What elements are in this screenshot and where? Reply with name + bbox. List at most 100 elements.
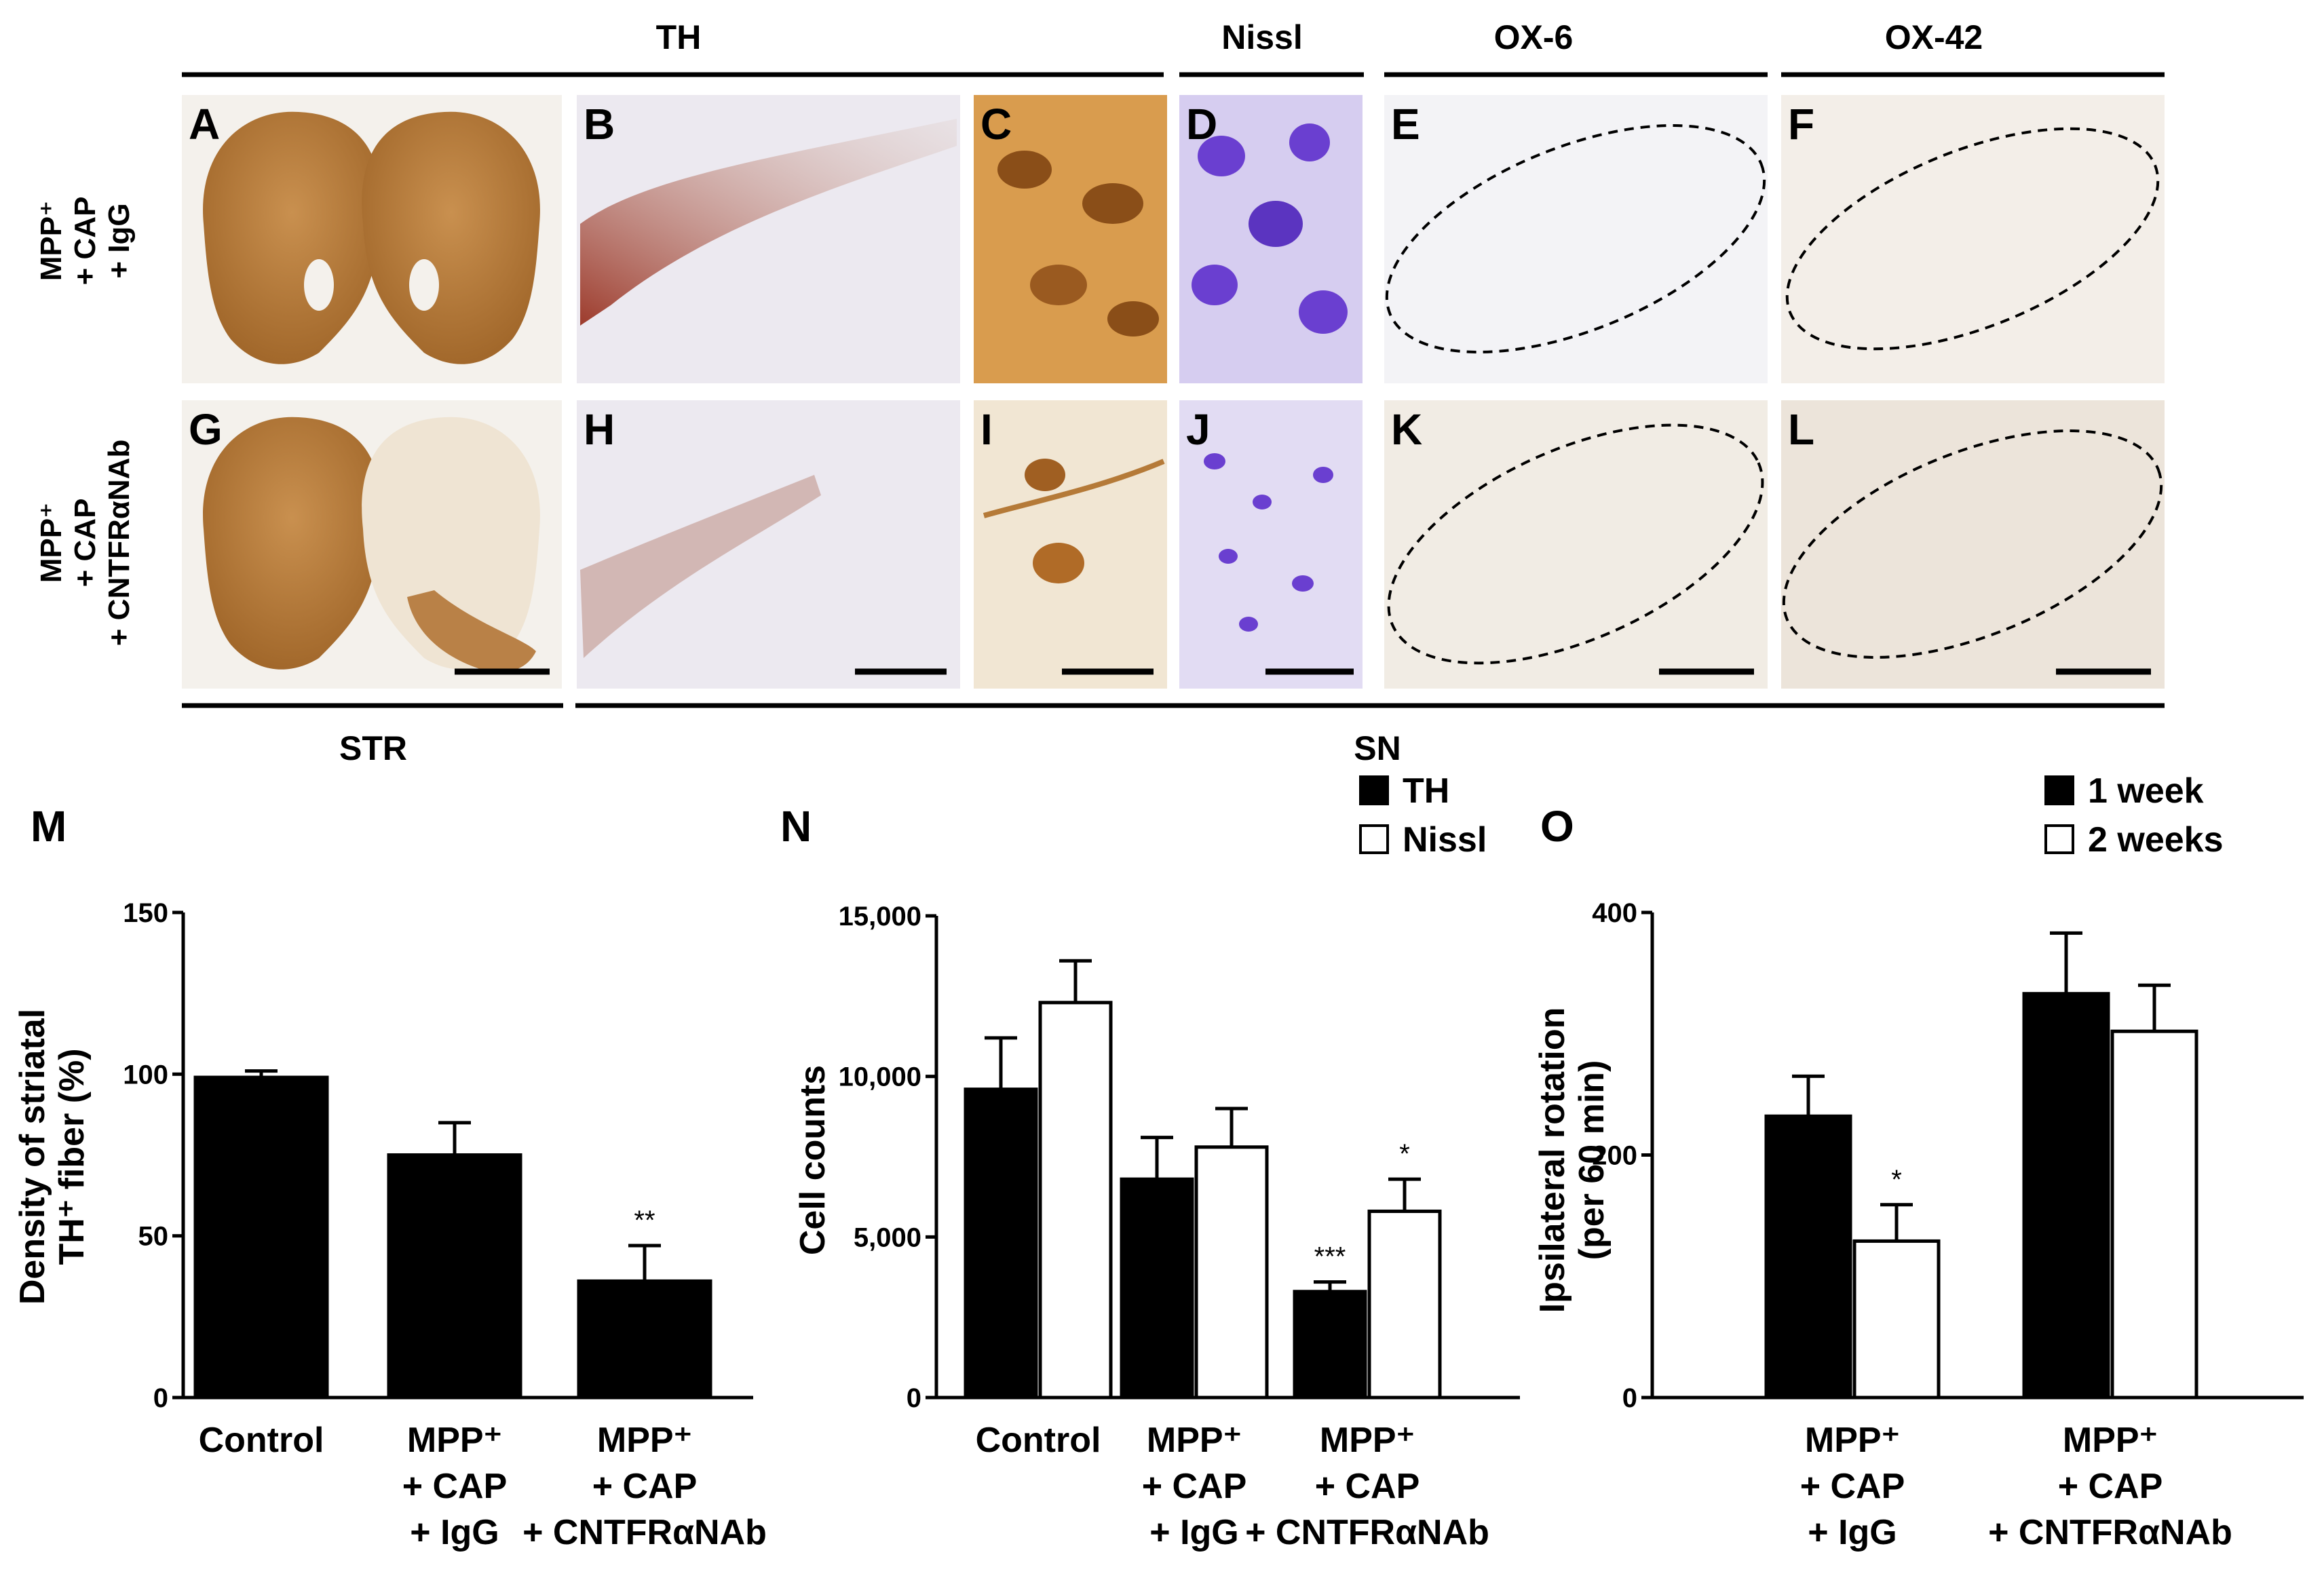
bar: [193, 1075, 329, 1400]
column-header-nissl: Nissl: [1221, 18, 1303, 56]
panel-letter-m: M: [31, 802, 66, 851]
x-category-label: MPP⁺: [1147, 1421, 1242, 1460]
panel-h-sn-th-micrograph: [577, 400, 960, 689]
y-axis-label-line: Ipsilateral rotation: [1533, 1007, 1572, 1313]
panel-letter-g: G: [189, 405, 223, 454]
panel-letter-h: H: [584, 405, 615, 454]
y-tick-label: 50: [138, 1222, 169, 1252]
bar: [1852, 1239, 1941, 1400]
panel-letter-b: B: [584, 100, 615, 149]
y-axis-label-line: TH⁺ fiber (%): [52, 1048, 92, 1265]
panel-j-nissl-highmag: [1179, 400, 1363, 689]
panel-letter-i: I: [980, 405, 993, 454]
row-label-2-line-3: + CNTFRαNAb: [102, 440, 136, 646]
x-category-label: + CAP: [402, 1467, 508, 1506]
y-tick-label: 0: [907, 1383, 921, 1413]
x-category-label: MPP⁺: [597, 1421, 692, 1460]
x-category-label: + CAP: [1800, 1467, 1905, 1506]
y-tick-label: 200: [1592, 1141, 1637, 1171]
x-category-label: Control: [199, 1421, 324, 1460]
y-tick-label: 0: [1622, 1383, 1637, 1413]
column-header-ox42: OX-42: [1885, 18, 1983, 56]
y-axis-label: Ipsilateral rotation (per 60 min): [1533, 1007, 1612, 1313]
y-tick-label: 100: [123, 1060, 168, 1090]
bar: [1367, 1209, 1442, 1400]
significance-marker: **: [634, 1206, 655, 1235]
panel-letter-j: J: [1186, 405, 1211, 454]
y-axis-label-line: (per 60 min): [1572, 1060, 1612, 1261]
x-category-label: MPP⁺: [1805, 1421, 1900, 1460]
bar: [387, 1153, 522, 1400]
panel-d-nissl-highmag: [1179, 95, 1363, 383]
y-axis-label: Density of striatal TH⁺ fiber (%): [13, 1009, 92, 1305]
panel-letter-k: K: [1391, 405, 1422, 454]
bar: [964, 1088, 1038, 1400]
y-axis-label: Cell counts: [793, 1065, 833, 1255]
significance-marker: *: [1891, 1165, 1902, 1195]
legend-swatch: [2044, 775, 2074, 805]
x-category-label: MPP⁺: [1320, 1421, 1415, 1460]
panel-letters: A B C D E F G H I J K L: [189, 100, 1814, 454]
legend-label: Nissl: [1403, 820, 1487, 860]
x-category-label: + IgG: [410, 1513, 499, 1552]
panel-letter-n: N: [780, 802, 812, 851]
row-label-2-line-1: MPP⁺: [35, 503, 68, 583]
panel-c-th-neurons-highmag: [974, 95, 1167, 383]
bar: [1764, 1114, 1852, 1400]
y-tick-label: 5,000: [854, 1223, 921, 1252]
panel-letter-f: F: [1788, 100, 1814, 149]
y-tick-label: 0: [153, 1383, 168, 1413]
panel-i-th-neurons-highmag: [974, 400, 1167, 689]
panel-letter-e: E: [1391, 100, 1420, 149]
y-tick-label: 400: [1592, 898, 1637, 928]
bar: [1293, 1290, 1367, 1400]
x-category-label: MPP⁺: [407, 1421, 502, 1460]
x-category-label: + CAP: [1142, 1467, 1247, 1506]
bar: [2110, 1029, 2198, 1400]
chart-m-striatal-density: 0 50 100 150 Density of striatal TH⁺ fiber (%…: [13, 898, 767, 1552]
panel-letter-l: L: [1788, 405, 1814, 454]
x-category-label: + CAP: [592, 1467, 698, 1506]
y-tick-label: 150: [123, 898, 168, 928]
x-category-label: + CNTFRαNAb: [1245, 1513, 1489, 1552]
panel-a-striatum-micrograph: [182, 95, 562, 383]
bar: [1194, 1145, 1269, 1400]
panel-b-sn-th-micrograph: [577, 95, 960, 383]
x-category-label: MPP⁺: [2063, 1421, 2158, 1460]
x-category-label: + IgG: [1149, 1513, 1238, 1552]
panel-k-ox6-micrograph: [1384, 400, 1768, 689]
legend-label: TH: [1403, 771, 1449, 811]
y-tick-label: 15,000: [839, 902, 921, 931]
column-header-th: TH: [656, 18, 702, 56]
x-category-label: + CNTFRαNAb: [522, 1513, 767, 1552]
legend-label: 1 week: [2088, 771, 2204, 811]
panel-e-ox6-micrograph: [1384, 95, 1768, 383]
panel-f-ox42-micrograph: [1781, 95, 2165, 383]
x-category-label: + CNTFRαNAb: [1988, 1513, 2232, 1552]
bar: [1038, 1001, 1113, 1400]
panel-letter-d: D: [1186, 100, 1217, 149]
chart-o-rotation: 0 200 400 Ipsilateral rotation (per 60 min) M…: [1533, 771, 2304, 1552]
significance-marker: ***: [1314, 1242, 1346, 1272]
panel-letter-c: C: [980, 100, 1012, 149]
row-label-1-line-2: + CAP: [69, 197, 102, 286]
significance-marker: *: [1399, 1139, 1410, 1169]
region-label-sn: SN: [1354, 729, 1401, 767]
legend-swatch: [1359, 824, 1389, 854]
panel-letter-o: O: [1540, 802, 1574, 851]
y-axis-label-line: Cell counts: [793, 1065, 833, 1255]
x-category-label: + IgG: [1808, 1513, 1897, 1552]
y-axis-label-line: Density of striatal: [13, 1009, 52, 1305]
row-label-1-line-3: + IgG: [102, 203, 136, 278]
column-header-ox6: OX-6: [1494, 18, 1574, 56]
row-label-1: MPP⁺ + CAP + IgG: [35, 197, 136, 286]
bar: [577, 1279, 712, 1400]
row-label-1-line-1: MPP⁺: [35, 201, 68, 282]
panel-l-ox42-micrograph: [1781, 400, 2165, 689]
x-category-label: Control: [976, 1421, 1101, 1460]
chart-n-cell-counts: 0 5,000 10,000 15,000 Cell counts Control MPP⁺…: [793, 771, 1520, 1552]
y-tick-label: 10,000: [839, 1062, 921, 1092]
panel-g-striatum-micrograph: [182, 400, 562, 689]
panel-letter-a: A: [189, 100, 220, 149]
bar: [1120, 1177, 1194, 1400]
